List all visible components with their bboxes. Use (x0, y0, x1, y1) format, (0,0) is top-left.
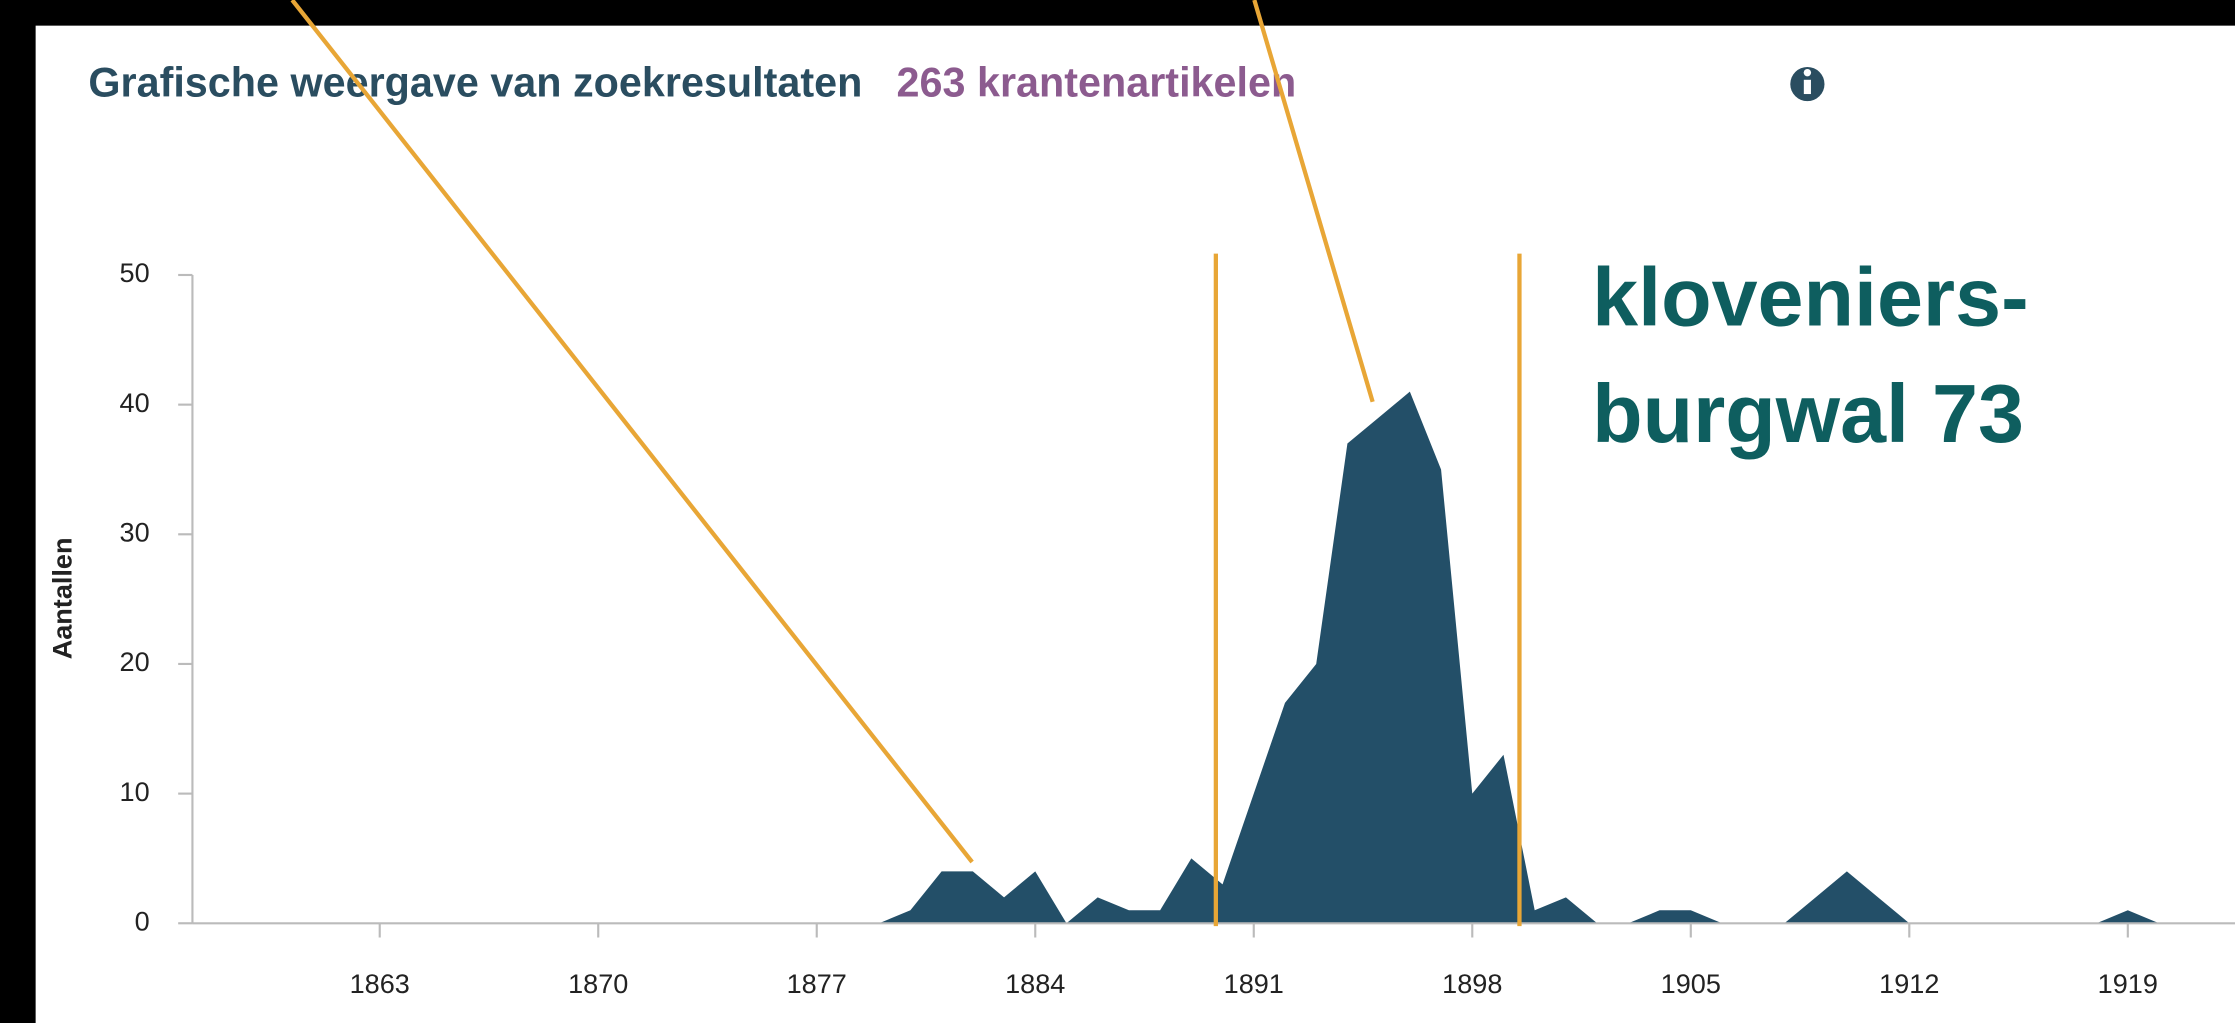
x-tick-label: 1891 (1224, 968, 1284, 999)
y-tick-label: 30 (120, 516, 150, 547)
x-tick-label: 1884 (1005, 968, 1065, 999)
pointer-line (290, 0, 974, 864)
info-dot (1803, 68, 1812, 77)
y-tick-label: 10 (120, 776, 150, 807)
panel (35, 25, 2235, 1023)
info-icon[interactable] (1790, 66, 1825, 102)
x-tick-label: 1877 (787, 968, 847, 999)
x-tick-label: 1919 (2098, 968, 2158, 999)
chart-subtitle: 263 krantenartikelen (897, 59, 1297, 105)
x-tick-label: 1870 (568, 968, 628, 999)
y-tick-label: 0 (135, 905, 150, 936)
x-tick-label: 1863 (350, 968, 410, 999)
x-tick-label: 1912 (1879, 968, 1939, 999)
y-tick-label: 20 (120, 646, 150, 677)
x-tick-label: 1905 (1661, 968, 1721, 999)
chart-title: Grafische weergave van zoekresultaten (88, 59, 862, 105)
y-axis-label: Aantallen (46, 538, 77, 660)
info-glyph (1803, 79, 1811, 95)
x-tick-label: 1898 (1442, 968, 1502, 999)
annotation: burgwal 73 (1592, 367, 2024, 460)
y-tick-label: 50 (120, 257, 150, 288)
pointer-line (1252, 0, 1375, 403)
annotation: kloveniers- (1592, 250, 2028, 343)
y-tick-label: 40 (120, 387, 150, 418)
